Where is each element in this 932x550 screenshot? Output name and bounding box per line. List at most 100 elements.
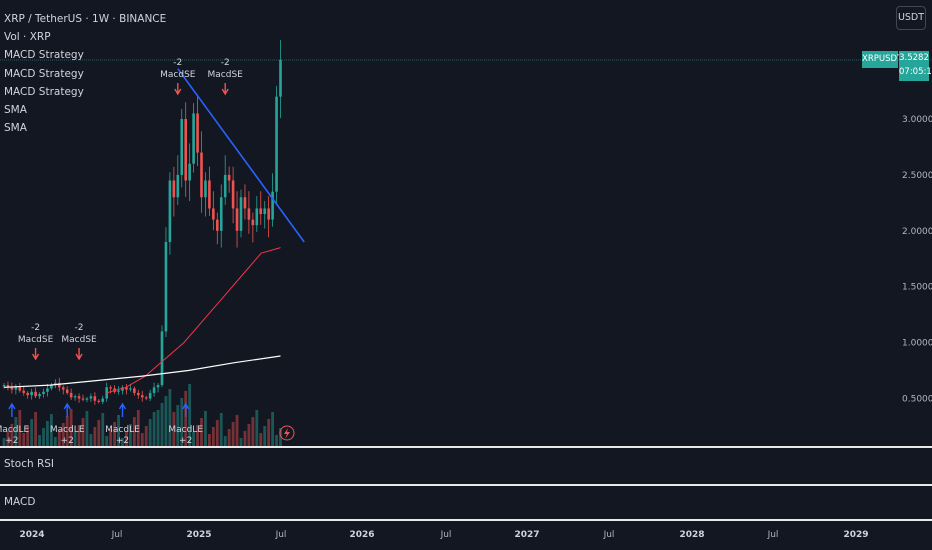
volume-bar: [6, 431, 10, 446]
candle-body: [26, 392, 29, 396]
volume-bar: [61, 423, 65, 446]
pane-divider[interactable]: [0, 484, 932, 486]
candle-body: [180, 119, 184, 175]
sma-label[interactable]: SMA: [4, 122, 27, 135]
volume-bar: [247, 424, 251, 446]
macd-strategy-label[interactable]: MACD Strategy: [4, 67, 84, 80]
price-axis-label: 0.5000: [902, 395, 932, 405]
price-chart-pane[interactable]: 0.5000 1.0000 1.5000 2.0000 2.5000 3.0000 -2 M…: [0, 0, 932, 446]
candle-body: [184, 119, 187, 181]
sell-arrow-icon: [174, 83, 182, 96]
volume-bar: [46, 421, 49, 446]
candle-body: [176, 174, 180, 198]
time-axis-label: Jul: [275, 530, 287, 540]
macd-pane[interactable]: MACD: [0, 486, 932, 520]
candle-body: [46, 388, 49, 392]
volume-indicator-label[interactable]: Vol · XRP: [4, 31, 51, 44]
volume-bar: [223, 436, 227, 446]
volume-bar: [113, 422, 116, 446]
pane-divider[interactable]: [0, 519, 932, 521]
candle-body: [133, 388, 136, 393]
candle-body: [160, 331, 164, 386]
candle-body: [212, 208, 215, 220]
candle-body: [192, 113, 195, 164]
macd-label[interactable]: MACD: [4, 496, 36, 508]
candle-body: [223, 174, 227, 198]
symbol-title[interactable]: XRP / TetherUS · 1W · BINANCE: [4, 13, 167, 25]
time-axis[interactable]: 2024 Jul 2025 Jul 2026 Jul 2027 Jul 2028 Jul 2029: [0, 521, 932, 550]
volume-bar: [204, 411, 207, 446]
sma-label[interactable]: SMA: [4, 104, 27, 117]
time-axis-label: Jul: [603, 530, 615, 540]
candle-body: [168, 180, 172, 242]
stoch-rsi-label[interactable]: Stoch RSI: [4, 458, 55, 470]
volume-bar: [105, 436, 109, 446]
volume-bar: [65, 416, 69, 446]
volume-bar: [156, 410, 160, 446]
candle-body: [188, 163, 191, 181]
price-axis-label: 1.5000: [902, 283, 932, 293]
pane-divider[interactable]: [0, 446, 932, 448]
candle-body: [227, 174, 231, 181]
candle-body: [50, 385, 53, 389]
candle-body: [10, 387, 14, 390]
candle-body: [109, 387, 112, 389]
volume-bar: [57, 430, 61, 446]
candle-body: [137, 392, 140, 396]
signal-count-label: +2: [116, 436, 129, 446]
volume-bar: [10, 424, 14, 446]
candle-body: [275, 96, 278, 192]
stoch-rsi-pane[interactable]: Stoch RSI: [0, 448, 932, 484]
candle-body: [30, 391, 33, 396]
macd-le-label: MacdLE: [50, 425, 85, 435]
candle-body: [89, 396, 93, 399]
volume-bar: [180, 398, 184, 446]
macd-strategy-label[interactable]: MACD Strategy: [4, 49, 84, 62]
volume-bar: [168, 389, 172, 446]
volume-bar: [208, 434, 211, 446]
price-axis-label: 1.0000: [902, 339, 932, 349]
volume-bar: [140, 433, 144, 446]
volume-bar: [81, 418, 85, 446]
candle-body: [2, 385, 6, 387]
time-axis-label: Jul: [440, 530, 452, 540]
price-axis-label: 2.0000: [902, 227, 932, 237]
symbol-price-tag: XRPUSDT: [862, 51, 902, 68]
volume-bars: [2, 384, 282, 446]
volume-bar: [215, 420, 219, 446]
candle-body: [101, 398, 105, 402]
candle-body: [208, 180, 211, 209]
volume-bar: [271, 412, 274, 446]
time-axis-label: 2026: [349, 530, 375, 540]
sell-arrow-icon: [221, 83, 229, 96]
candle-body: [255, 208, 259, 226]
time-axis-label: 2024: [19, 530, 45, 540]
lightning-icon[interactable]: [279, 425, 295, 441]
candle-body: [251, 219, 255, 226]
signal-count-label: +2: [5, 436, 18, 446]
candle-body: [38, 394, 41, 397]
buy-arrow-icon: [182, 402, 190, 417]
candle-body: [54, 382, 57, 386]
currency-button[interactable]: USDT: [896, 6, 926, 30]
candle-body: [14, 386, 18, 390]
volume-bar: [243, 431, 247, 446]
macd-se-label: MacdSE: [18, 335, 54, 345]
signal-count-label: -2: [31, 323, 40, 333]
volume-bar: [263, 426, 267, 446]
price-chart[interactable]: 0.5000 1.0000 1.5000 2.0000 2.5000 3.0000 -2 M…: [0, 0, 932, 446]
macd-le-label: MacdLE: [168, 425, 203, 435]
volume-bar: [53, 437, 57, 446]
candle-body: [6, 385, 10, 388]
macd-strategy-label[interactable]: MACD Strategy: [4, 85, 84, 98]
volume-bar: [69, 409, 73, 446]
volume-bar: [176, 405, 180, 446]
candle-body: [219, 197, 223, 231]
volume-bar: [152, 412, 156, 446]
volume-bar: [97, 420, 101, 446]
volume-bar: [219, 413, 223, 446]
candle-body: [85, 398, 89, 400]
macd-le-label: MacdLE: [105, 425, 140, 435]
candle-body: [267, 208, 270, 220]
volume-bar: [148, 419, 152, 446]
